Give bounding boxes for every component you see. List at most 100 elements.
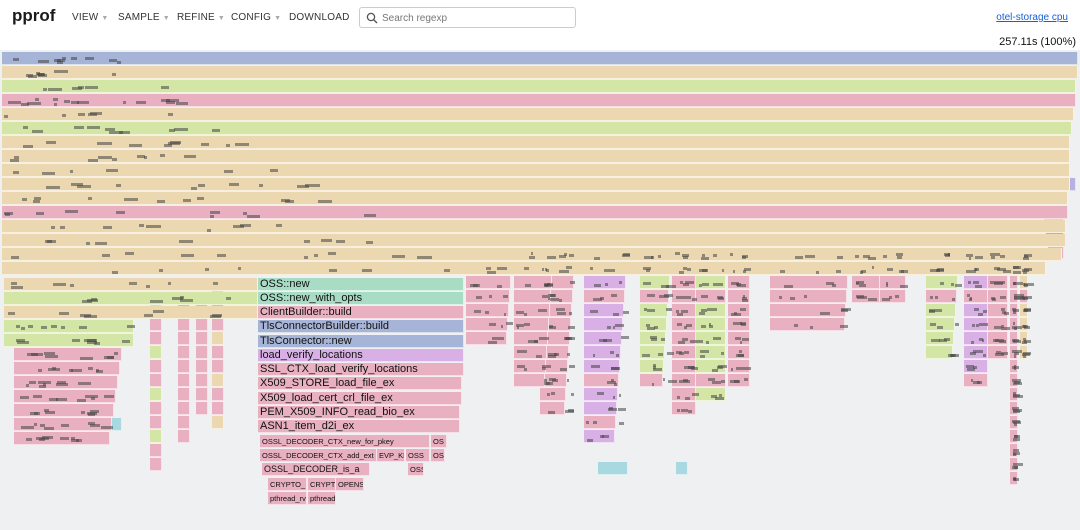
flame-frame[interactable] xyxy=(212,360,224,373)
frame-ossl-decoder-ctx-add-ext[interactable]: OSSL_DECODER_CTX_add_ext xyxy=(260,449,377,462)
flame-frame[interactable] xyxy=(178,360,190,373)
flame-graph[interactable]: OSS::new OSS::new_with_opts ClientBuilde… xyxy=(0,50,1080,530)
flame-frame[interactable] xyxy=(4,292,258,305)
flame-frame[interactable] xyxy=(672,346,696,359)
flame-frame[interactable] xyxy=(178,346,190,359)
flame-frame[interactable] xyxy=(880,290,906,303)
menu-config[interactable]: CONFIG ▼ xyxy=(231,12,281,23)
frame-opens[interactable]: OPENS xyxy=(336,478,364,491)
flame-frame[interactable] xyxy=(212,402,224,415)
flame-frame[interactable] xyxy=(212,332,224,345)
frame-oss-new-with-opts[interactable]: OSS::new_with_opts xyxy=(258,292,464,305)
flame-frame[interactable] xyxy=(14,362,120,375)
flame-frame[interactable] xyxy=(770,318,845,331)
flame-frame[interactable] xyxy=(14,390,116,403)
flame-frame[interactable] xyxy=(178,402,190,415)
flame-frame[interactable] xyxy=(640,374,663,387)
menu-download[interactable]: DOWNLOAD xyxy=(289,12,350,23)
frame-os-2[interactable]: OS xyxy=(431,449,445,462)
frame-pthread[interactable]: pthread xyxy=(308,492,336,505)
frame-x509-store-load-file-ex[interactable]: X509_STORE_load_file_ex xyxy=(258,377,462,390)
flame-frame[interactable] xyxy=(2,94,1076,107)
flame-frame[interactable] xyxy=(964,332,988,345)
frame-ossl-decoder-ctx-new-for-pkey[interactable]: OSSL_DECODER_CTX_new_for_pkey xyxy=(260,435,430,448)
flame-frame[interactable] xyxy=(196,402,208,415)
flame-frame[interactable] xyxy=(2,150,1070,163)
flame-frame[interactable] xyxy=(178,374,190,387)
flame-frame[interactable] xyxy=(584,416,616,429)
frame-crypto-1[interactable]: CRYPTO_ xyxy=(268,478,307,491)
flame-frame[interactable] xyxy=(2,234,1066,247)
frame-load-verify-locations[interactable]: load_verify_locations xyxy=(258,349,464,362)
flame-frame[interactable] xyxy=(150,444,162,457)
flame-frame[interactable] xyxy=(150,458,162,471)
flame-frame[interactable] xyxy=(2,178,1070,191)
frame-asn1-item-d2i-ex[interactable]: ASN1_item_d2i_ex xyxy=(258,420,460,433)
flame-frame[interactable] xyxy=(212,374,224,387)
frame-ossl-decoder-is-a[interactable]: OSSL_DECODER_is_a xyxy=(262,463,370,476)
flame-frame[interactable] xyxy=(514,318,549,331)
flame-frame[interactable] xyxy=(4,306,258,319)
flame-frame[interactable] xyxy=(1020,318,1028,331)
frame-oss-3[interactable]: OSS xyxy=(408,463,424,476)
search-box[interactable] xyxy=(359,7,576,28)
flame-frame[interactable] xyxy=(2,136,1070,149)
frame-oss-2[interactable]: OSS xyxy=(406,449,430,462)
flame-frame[interactable] xyxy=(514,374,545,387)
flame-frame[interactable] xyxy=(672,276,696,289)
flame-frame[interactable] xyxy=(2,220,1066,233)
flame-frame[interactable] xyxy=(178,332,190,345)
frame-pthread-rv[interactable]: pthread_rv xyxy=(268,492,307,505)
frame-pem-x509-info-read-bio-ex[interactable]: PEM_X509_INFO_read_bio_ex xyxy=(258,406,460,419)
flame-frame[interactable] xyxy=(150,374,162,387)
flame-frame[interactable] xyxy=(584,290,625,303)
flame-frame[interactable] xyxy=(150,388,162,401)
flame-frame[interactable] xyxy=(466,332,507,345)
flame-frame[interactable] xyxy=(150,318,162,331)
flame-frame[interactable] xyxy=(1068,178,1076,191)
flame-frame[interactable] xyxy=(466,290,510,303)
flame-frame[interactable] xyxy=(2,164,1070,177)
frame-ssl-ctx-load-verify-locations[interactable]: SSL_CTX_load_verify_locations xyxy=(258,363,464,376)
flame-frame[interactable] xyxy=(212,416,224,429)
flame-frame[interactable] xyxy=(196,388,208,401)
flame-frame[interactable] xyxy=(178,318,190,331)
flame-frame[interactable] xyxy=(770,304,846,317)
frame-oss-new[interactable]: OSS::new xyxy=(258,278,464,291)
flame-frame[interactable] xyxy=(150,402,162,415)
flame-frame[interactable] xyxy=(466,304,509,317)
flame-frame[interactable] xyxy=(676,462,688,475)
flame-frame[interactable] xyxy=(150,360,162,373)
flame-frame[interactable] xyxy=(672,318,696,331)
menu-refine[interactable]: REFINE ▼ xyxy=(177,12,225,23)
frame-clientbuilder-build[interactable]: ClientBuilder::build xyxy=(258,306,464,319)
flame-frame[interactable] xyxy=(640,318,667,331)
frame-x509-load-cert-crl-file-ex[interactable]: X509_load_cert_crl_file_ex xyxy=(258,392,462,405)
flame-frame[interactable] xyxy=(2,66,1078,79)
flame-frame[interactable] xyxy=(964,374,988,387)
search-input[interactable] xyxy=(380,9,574,28)
flame-frame[interactable] xyxy=(196,318,208,331)
flame-frame[interactable] xyxy=(150,416,162,429)
flame-frame[interactable] xyxy=(212,318,224,331)
flame-frame[interactable] xyxy=(514,276,552,289)
flame-frame[interactable] xyxy=(2,52,1078,65)
menu-sample[interactable]: SAMPLE ▼ xyxy=(118,12,170,23)
flame-frame[interactable] xyxy=(2,192,1068,205)
flame-frame[interactable] xyxy=(150,346,162,359)
frame-tlsconnector-new[interactable]: TlsConnector::new xyxy=(258,335,464,348)
flame-frame[interactable] xyxy=(852,276,880,289)
flame-frame[interactable] xyxy=(14,348,122,361)
flame-frame[interactable] xyxy=(196,360,208,373)
flame-frame[interactable] xyxy=(926,318,955,331)
frame-os-1[interactable]: OS xyxy=(431,435,447,448)
flame-frame[interactable] xyxy=(540,402,565,415)
frame-evp-ke[interactable]: EVP_KE xyxy=(377,449,405,462)
flame-frame[interactable] xyxy=(2,122,1072,135)
flame-frame[interactable] xyxy=(178,388,190,401)
frame-tlsconnectorbuilder-build[interactable]: TlsConnectorBuilder::build xyxy=(258,320,464,333)
flame-frame[interactable] xyxy=(770,290,847,303)
flame-frame[interactable] xyxy=(212,388,224,401)
flame-frame[interactable] xyxy=(728,346,750,359)
profile-link[interactable]: otel-storage cpu xyxy=(996,12,1068,23)
